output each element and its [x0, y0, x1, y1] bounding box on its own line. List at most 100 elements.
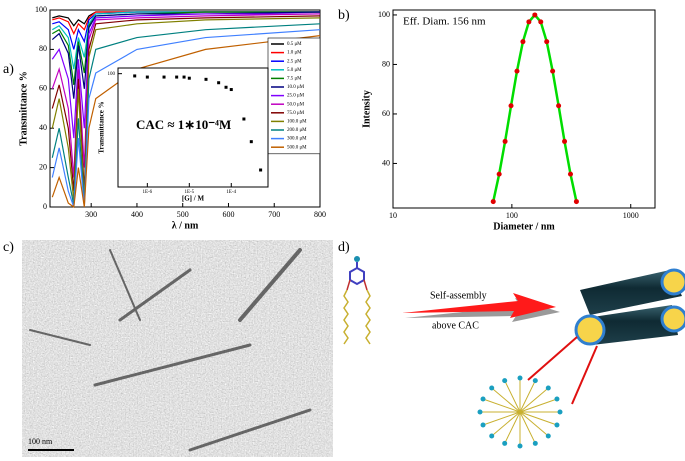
data-point: [514, 68, 520, 74]
legend-label: 5.0 μM: [287, 68, 302, 73]
legend-label: 2.5 μM: [287, 59, 302, 64]
arm: [519, 380, 536, 413]
data-point: [182, 75, 186, 79]
y-tick-label: 80: [382, 59, 390, 68]
legend-label: 200.0 μM: [287, 128, 307, 133]
data-point: [567, 171, 573, 177]
head: [502, 378, 508, 384]
legend-label: 500.0 μM: [287, 145, 307, 150]
plot-area: [117, 67, 269, 188]
head: [477, 409, 483, 415]
arrow-label: Self-assembly: [430, 290, 487, 301]
panel-label: c): [3, 240, 14, 255]
data-point: [508, 103, 514, 109]
legend-label: 50.0 μM: [287, 102, 305, 107]
arm: [519, 411, 558, 426]
data-point: [242, 117, 246, 121]
y-tick-label: 100: [108, 72, 116, 77]
x-tick-label: 1000: [623, 211, 639, 220]
head: [480, 422, 486, 428]
data-point: [162, 75, 166, 79]
legend-label: 75.0 μM: [287, 111, 305, 116]
scale-bar-label: 100 nm: [28, 437, 53, 446]
y-tick-label: 40: [39, 123, 47, 132]
head: [502, 440, 508, 446]
x-tick-label: 600: [222, 210, 234, 219]
tem-image: 100 nm: [22, 240, 333, 457]
arm: [482, 398, 521, 413]
y-tick-label: 100: [35, 5, 47, 14]
legend-label: 10.0 μM: [287, 85, 305, 90]
arrow-label: above CAC: [432, 320, 479, 331]
head: [554, 422, 560, 428]
x-tick-label: 1E-6: [142, 190, 152, 195]
x-tick-label: 100: [506, 211, 518, 220]
panel-label: a): [3, 62, 14, 77]
arm: [519, 398, 558, 413]
head: [545, 385, 551, 391]
head: [489, 433, 495, 439]
data-point: [502, 138, 508, 144]
arm: [482, 411, 521, 426]
data-point: [562, 138, 568, 144]
x-tick-label: 800: [314, 210, 326, 219]
data-point: [133, 74, 137, 78]
arm: [519, 411, 549, 437]
head: [480, 396, 486, 402]
data-point: [259, 168, 263, 172]
data-point: [496, 171, 502, 177]
data-point: [544, 39, 550, 45]
head: [557, 409, 563, 415]
legend-label: 0.5 μM: [287, 42, 302, 47]
y-tick-label: 40: [382, 158, 390, 167]
head: [489, 385, 495, 391]
panel-label: b): [338, 8, 350, 23]
data-line: [51, 13, 321, 178]
head: [517, 443, 523, 449]
y-tick-label: 60: [39, 84, 47, 93]
data-point: [217, 81, 221, 85]
data-point: [532, 12, 538, 18]
data-point: [520, 39, 526, 45]
y-tick-label: 20: [39, 162, 47, 171]
x-tick-label: 1E-4: [226, 190, 236, 195]
schematic: Self-assembly above CAC: [343, 256, 685, 449]
data-line: [51, 35, 321, 209]
arm: [519, 387, 549, 413]
arm: [491, 411, 521, 437]
annotation: Eff. Diam. 156 nm: [403, 16, 486, 28]
data-line: [51, 11, 320, 70]
data-point: [573, 199, 579, 205]
arm: [504, 380, 521, 413]
data-point: [490, 199, 496, 205]
arm: [504, 411, 521, 444]
data-point: [224, 85, 228, 89]
head: [532, 440, 538, 446]
head: [517, 375, 523, 381]
legend-label: 7.5 μM: [287, 77, 302, 82]
x-tick-label: 400: [131, 210, 143, 219]
head: [545, 433, 551, 439]
legend-label: 300.0 μM: [287, 137, 307, 142]
annotation: CAC ≈ 1∗10⁻⁴M: [136, 117, 231, 132]
data-point: [538, 19, 544, 25]
y-axis-label: Transmittance %: [98, 101, 106, 153]
data-line: [51, 11, 320, 85]
x-tick-label: 300: [85, 210, 97, 219]
x-tick-label: 500: [177, 210, 189, 219]
data-point: [550, 68, 556, 74]
data-point: [145, 75, 149, 79]
data-point: [175, 75, 179, 79]
data-point: [526, 19, 532, 25]
data-point: [229, 88, 233, 92]
y-axis-label: Intensity: [362, 90, 373, 128]
arm: [491, 387, 521, 413]
panel-label: d): [338, 240, 350, 255]
x-axis-label: λ / nm: [172, 220, 199, 231]
data-point: [187, 76, 191, 80]
y-tick-label: 0: [43, 202, 47, 211]
x-tick-label: 700: [268, 210, 280, 219]
x-axis-label: [G] / M: [182, 195, 205, 203]
